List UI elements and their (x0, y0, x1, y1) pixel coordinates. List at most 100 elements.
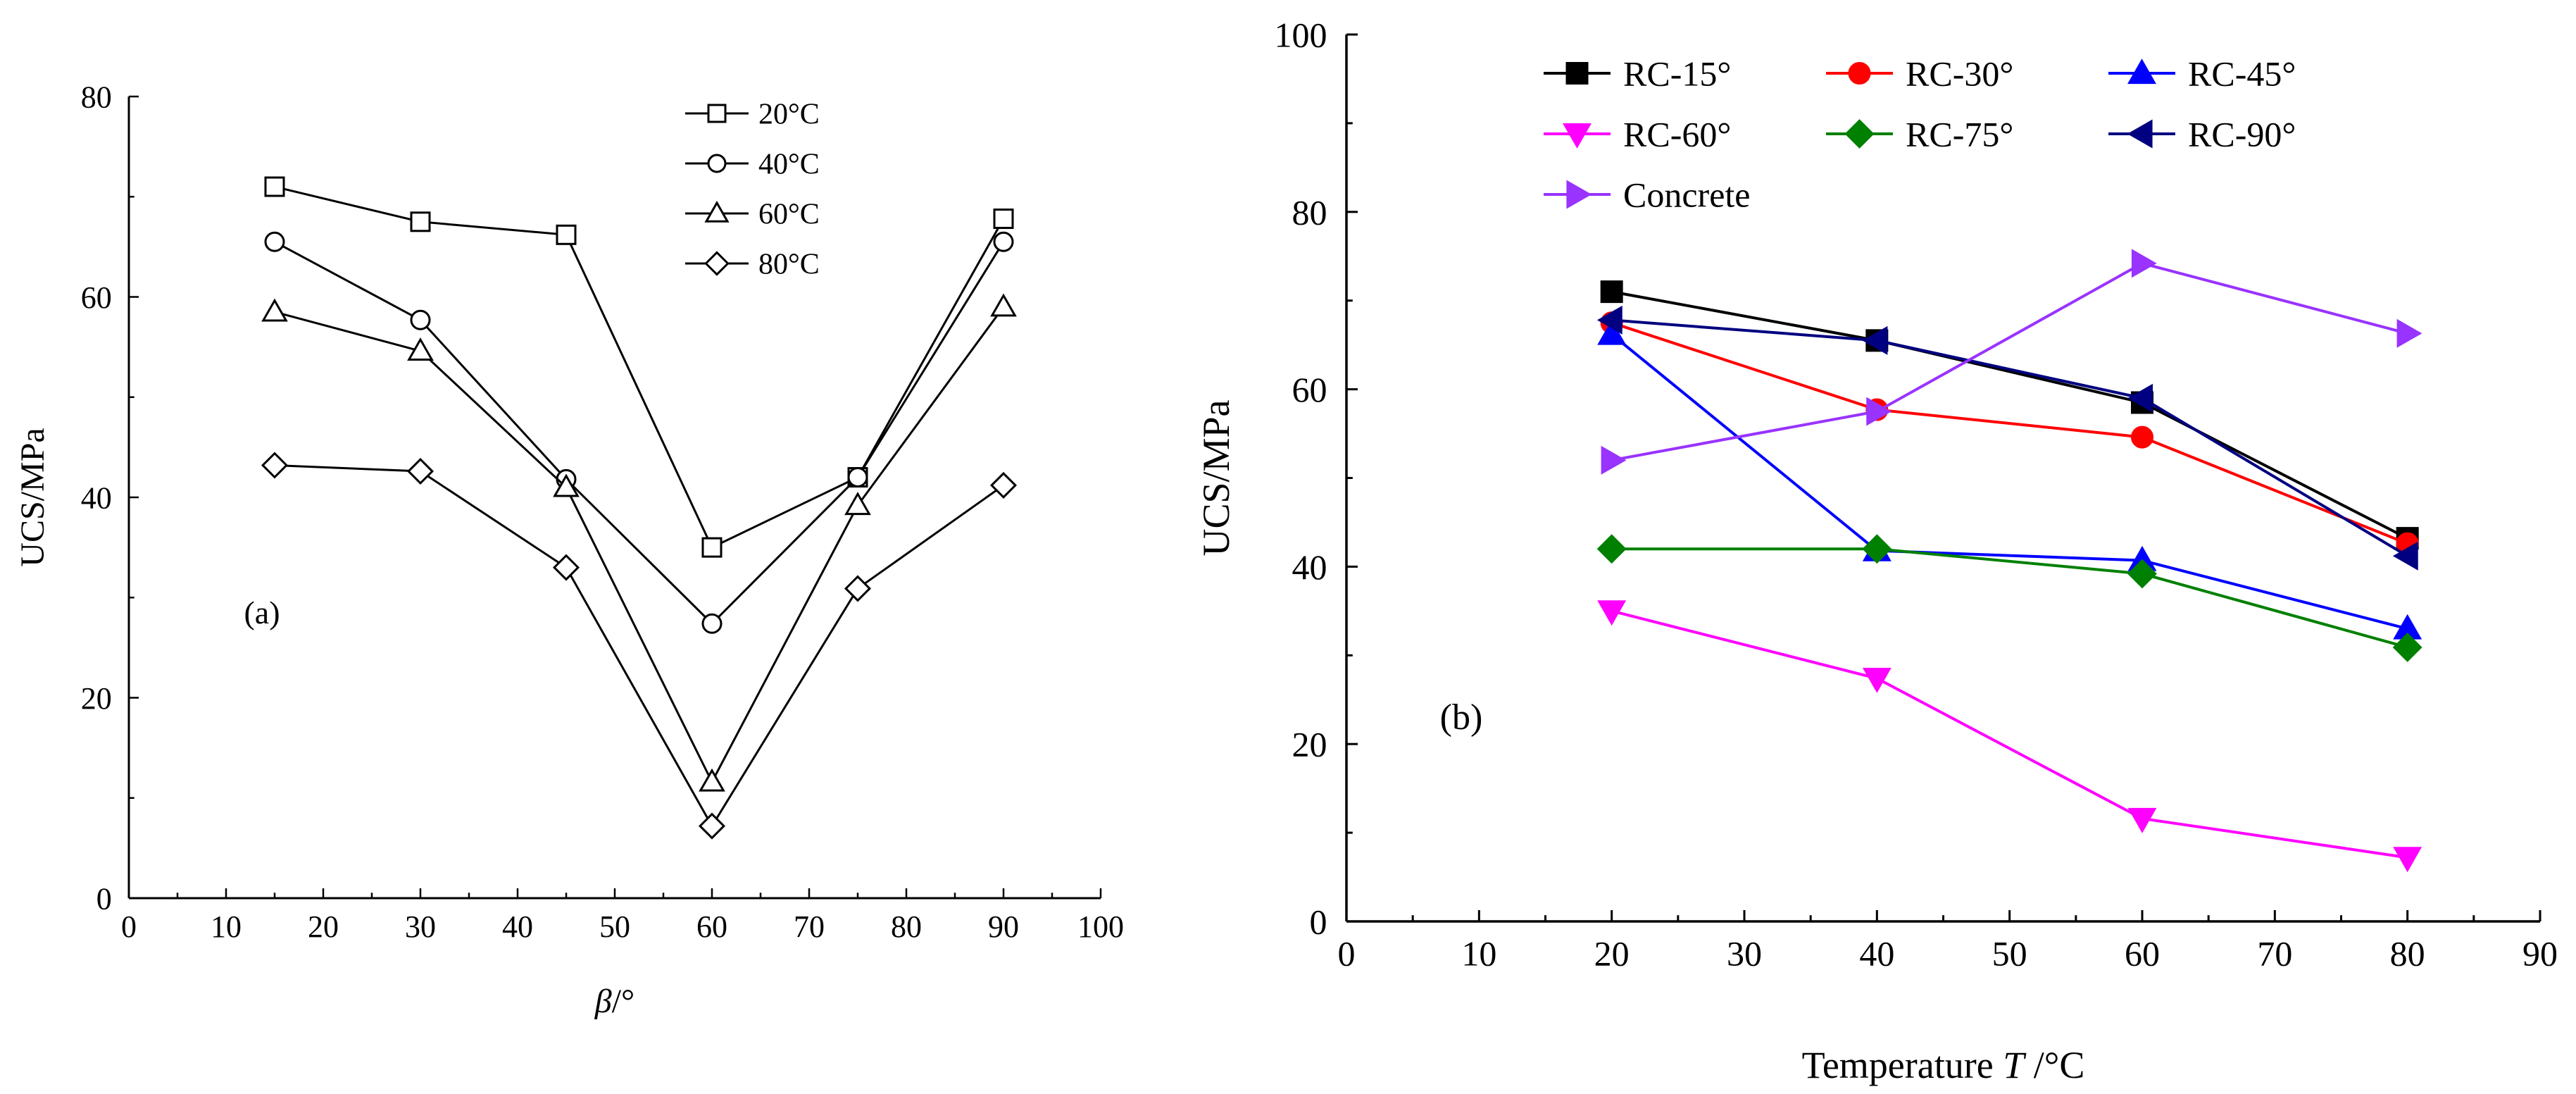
series-4 (1596, 534, 2422, 662)
data-point (1596, 534, 1627, 564)
legend-label: RC-75° (1906, 115, 2013, 154)
panel-label: (a) (244, 595, 280, 630)
legend-marker (1848, 62, 1871, 85)
legend: RC-15° RC-30° RC-45° RC-60° RC-75° RC-90° Conc… (1544, 54, 2296, 215)
series-3 (1597, 600, 2422, 873)
y-tick-label: 80 (1292, 192, 1327, 232)
series-line (1611, 609, 2408, 859)
data-point (1862, 667, 1892, 693)
x-tick-label: 60 (2125, 934, 2160, 974)
data-point (1866, 397, 1892, 426)
series-5 (1596, 305, 2418, 571)
series-line (1611, 318, 2408, 558)
data-point (993, 209, 1014, 230)
legend-item: RC-45° (2108, 54, 2296, 94)
series-line (1611, 332, 2408, 630)
x-tick-label: 20 (1594, 934, 1630, 974)
data-point (989, 471, 1018, 499)
data-point (406, 457, 434, 485)
data-point (993, 231, 1014, 252)
data-point (2131, 425, 2153, 449)
legend-marker (1566, 180, 1592, 209)
x-tick-label: 30 (405, 909, 436, 944)
series-line (274, 464, 1004, 828)
data-point (701, 537, 723, 558)
x-tick-label: 100 (1077, 909, 1124, 944)
x-tick-label: 70 (2257, 934, 2292, 974)
legend-label: 20°C (758, 99, 820, 131)
series-6 (1601, 249, 2422, 475)
data-point (552, 554, 580, 581)
data-point (698, 812, 726, 840)
x-axis-label: Temperature T /°C (1802, 1044, 2085, 1086)
legend-item: RC-90° (2108, 115, 2296, 154)
y-axis-label: UCS/MPa (1195, 399, 1237, 556)
series-0 (1600, 280, 2419, 550)
legend-item: 80°C (685, 249, 820, 281)
series-line (1611, 261, 2408, 462)
legend-label: Concrete (1623, 175, 1750, 215)
series-line (274, 306, 1005, 785)
x-tick-label: 50 (1992, 934, 2027, 974)
data-point (1862, 534, 1892, 564)
data-point (844, 575, 872, 602)
y-tick-label: 100 (1275, 15, 1327, 55)
series-line (274, 240, 1005, 626)
legend-marker (2127, 119, 2153, 149)
series-3 (261, 452, 1018, 840)
y-tick-label: 60 (1292, 370, 1327, 409)
legend-label: 80°C (758, 249, 820, 281)
data-point (2127, 559, 2157, 589)
x-tick-label: 90 (988, 909, 1019, 944)
series-line (1611, 547, 2408, 649)
y-tick-label: 20 (81, 681, 112, 716)
legend-item: 20°C (685, 99, 820, 131)
legend-marker (704, 200, 730, 223)
x-tick-label: 20 (308, 909, 339, 944)
data-point (410, 211, 431, 232)
series-2 (261, 293, 1017, 792)
chart-panel-a: 0 10 20 30 40 50 60 70 80 90 100 0 20 40 60 80 UCS/MPa β/… (14, 80, 1124, 1020)
series-line (1611, 290, 2408, 540)
series-1 (264, 231, 1014, 634)
data-point (2127, 807, 2157, 833)
x-axis-label-prefix: Temperature (1802, 1044, 2003, 1086)
y-tick-label: 20 (1292, 725, 1327, 764)
x-axis-label-unit: /° (612, 983, 635, 1020)
legend-marker (707, 154, 727, 173)
data-point (1596, 305, 1622, 335)
x-axis-label-unit: /°C (2024, 1044, 2084, 1086)
y-tick-label: 80 (81, 80, 112, 114)
legend-label: 40°C (758, 149, 820, 181)
data-point (556, 224, 577, 245)
data-point (1862, 325, 1888, 355)
data-point (264, 176, 285, 197)
data-point (699, 768, 725, 792)
x-tick-label: 80 (891, 909, 922, 944)
legend: 20°C 40°C 60°C 80°C (685, 99, 820, 281)
x-axis-label: β/° (594, 983, 634, 1020)
data-point (407, 337, 434, 361)
data-point (410, 309, 431, 330)
chart-panel-b: 0 10 20 30 40 50 60 70 80 90 0 20 40 60 80 100 UCS/MPa Te… (1195, 15, 2558, 1087)
legend-label: 60°C (758, 199, 820, 231)
y-tick-label: 40 (81, 480, 112, 515)
y-tick-label: 60 (81, 280, 112, 315)
x-tick-label: 30 (1727, 934, 1762, 974)
x-tick-label: 90 (2522, 934, 2558, 974)
legend-marker (1844, 119, 1875, 149)
data-point (847, 467, 868, 488)
legend-label: RC-60° (1623, 115, 1731, 154)
y-tick-label: 0 (96, 881, 112, 916)
y-axis-label: UCS/MPa (14, 428, 51, 566)
data-point (2396, 318, 2422, 348)
x-axis-label-symbol: β (594, 983, 612, 1020)
x-tick-label: 70 (794, 909, 825, 944)
y-tick-label: 0 (1310, 902, 1327, 942)
data-point (1597, 600, 1627, 626)
x-tick-label: 50 (599, 909, 630, 944)
data-point (553, 473, 580, 497)
x-tick-label: 10 (211, 909, 242, 944)
data-point (1597, 319, 1627, 345)
